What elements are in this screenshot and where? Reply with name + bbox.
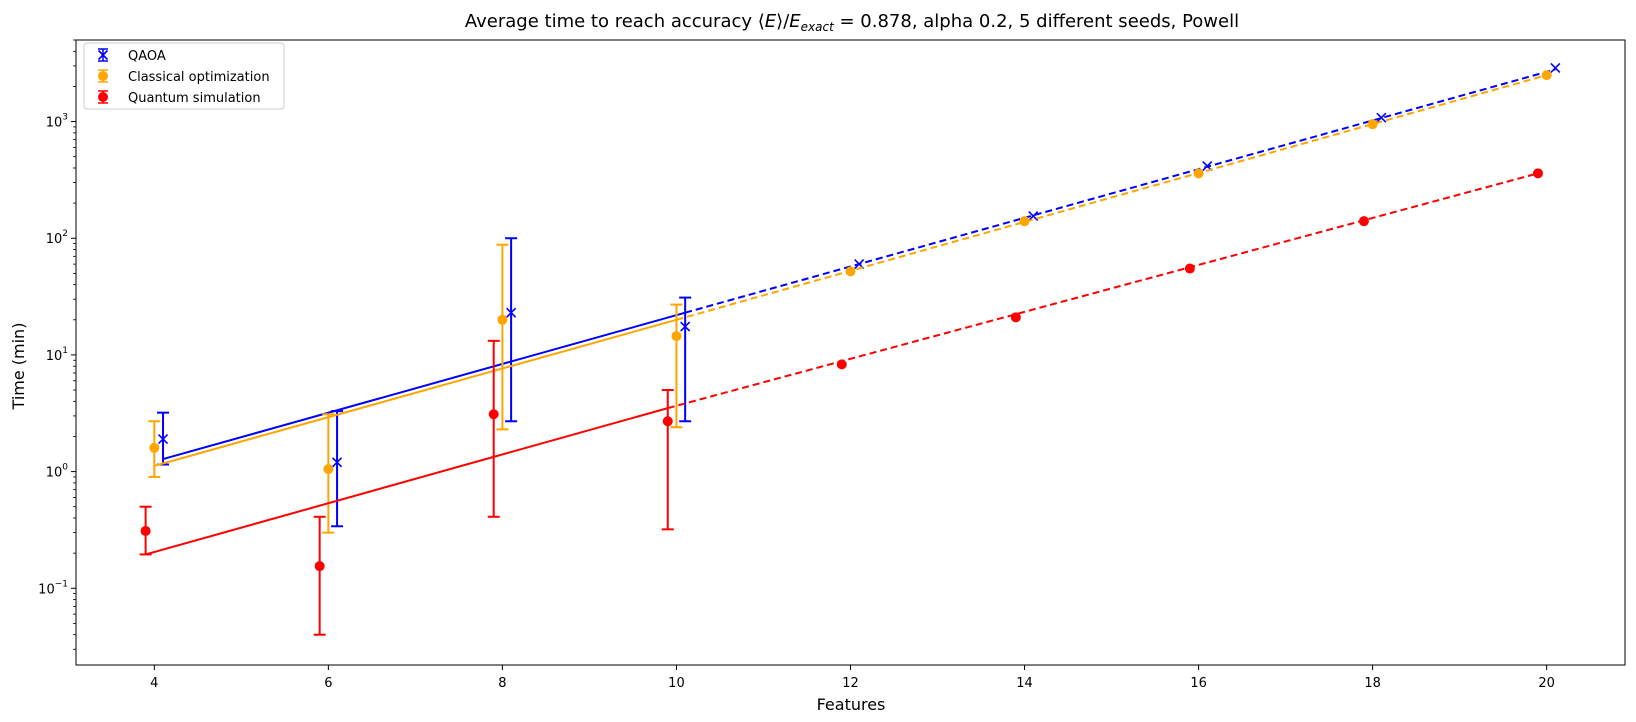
legend: QAOA Classical optimization Quantum simula… [83, 42, 285, 110]
y-axis-label: Time (min) [9, 323, 28, 411]
y-tick-label-base: 10 [46, 232, 63, 247]
y-tick-label-base: 10 [46, 116, 63, 131]
x-tick-label: 12 [842, 676, 859, 691]
y-tick-label-exponent: 0 [62, 463, 68, 473]
legend-marker-stroke-b [97, 49, 109, 61]
chart-title: Average time to reach accuracy ⟨E⟩/Eexac… [465, 11, 1239, 34]
qaoa-extrapolated-point-stroke-b [854, 259, 865, 270]
y-tick-label-base: 10 [46, 466, 63, 481]
y-tick-label-exponent: −1 [55, 579, 68, 589]
qaoa-extrapolated-point-stroke-b [1202, 161, 1213, 172]
x-tick-label: 14 [1016, 676, 1033, 691]
y-tick-label: 103 [46, 113, 68, 131]
chart-title-rangle: ⟩/ [776, 11, 790, 32]
classical-optimization-data-point [323, 464, 334, 475]
quantum-simulation-extrapolated-point [1532, 168, 1543, 179]
qaoa-data-point-stroke-b [680, 321, 691, 332]
quantum-simulation-fit-line [145, 407, 669, 556]
quantum-simulation-extrapolated-point [1184, 263, 1195, 274]
chart-title-suffix: = 0.878, alpha 0.2, 5 different seeds, P… [834, 11, 1239, 32]
qaoa-data-point [157, 434, 169, 445]
axes-frame [75, 39, 1626, 666]
x-tick-label: 8 [498, 676, 506, 691]
qaoa-data-point-stroke-b [157, 434, 169, 445]
legend-label: Quantum simulation [128, 91, 261, 106]
y-tick-label-exponent: 2 [62, 229, 68, 239]
x-tick-label: 18 [1364, 676, 1381, 691]
qaoa-fit-line [162, 311, 686, 461]
chart-title-prefix: Average time to reach accuracy [465, 11, 758, 32]
chart-title-subscript: exact [801, 20, 835, 34]
chart-title-E: E [765, 11, 777, 32]
qaoa-extrapolation-line [684, 68, 1556, 314]
legend-marker [98, 92, 108, 102]
qaoa-extrapolated-point [1028, 210, 1039, 222]
y-tick-label: 101 [46, 346, 68, 364]
chart-title-E2: E [789, 11, 801, 32]
x-tick-label: 4 [150, 676, 158, 691]
qaoa-data-point [506, 307, 517, 318]
y-tick-label-base: 10 [46, 349, 63, 364]
y-tick-label: 100 [46, 463, 69, 481]
legend-label: QAOA [128, 49, 166, 64]
x-tick-label: 16 [1190, 676, 1207, 691]
x-tick-label: 6 [324, 676, 332, 691]
legend-marker [98, 71, 108, 81]
classical-optimization-extrapolated-point [1193, 168, 1204, 179]
quantum-simulation-data-point [488, 409, 499, 420]
legend-label: Classical optimization [128, 70, 270, 85]
legend-marker [97, 49, 109, 61]
x-tick-label: 20 [1538, 676, 1555, 691]
classical-optimization-extrapolated-point [1541, 70, 1552, 81]
legend-entry-qaoa: QAOA [97, 48, 166, 64]
classical-optimization-data-point [497, 314, 508, 325]
y-tick-label-exponent: 1 [62, 346, 68, 356]
qaoa-extrapolated-point [1376, 112, 1387, 123]
chart-title-langle: ⟨ [758, 11, 765, 32]
classical-optimization-extrapolated-point [1367, 119, 1378, 130]
qaoa-extrapolated-point-stroke-b [1028, 210, 1039, 222]
qaoa-data-point [332, 457, 343, 468]
y-tick-label-exponent: 3 [62, 113, 68, 123]
classical-optimization-data-point [671, 331, 682, 342]
classical-optimization-data-point [149, 442, 160, 453]
classical-optimization-extrapolated-point [1019, 216, 1030, 227]
y-tick-label-base: 10 [38, 582, 55, 597]
y-tick-label: 10−1 [38, 579, 68, 597]
quantum-simulation-extrapolated-point [1358, 216, 1369, 227]
qaoa-data-point [680, 321, 691, 332]
classical-optimization-fit-line [154, 318, 677, 467]
qaoa-extrapolated-point [1550, 62, 1561, 74]
quantum-simulation-extrapolated-point [1010, 312, 1021, 323]
classical-optimization-extrapolation-line [676, 74, 1547, 321]
qaoa-extrapolated-point-stroke-b [1376, 112, 1387, 123]
qaoa-extrapolated-point-stroke-b [1550, 62, 1561, 74]
qaoa-data-point-stroke-b [332, 457, 343, 468]
classical-optimization-extrapolated-point [845, 266, 856, 277]
plot-layer [139, 62, 1561, 636]
quantum-simulation-data-point [662, 416, 673, 427]
legend-entry-classical-optimization: Classical optimization [98, 69, 270, 85]
x-axis-label: Features [817, 695, 886, 714]
quantum-simulation-extrapolated-point [836, 359, 847, 370]
quantum-simulation-data-point [140, 525, 151, 536]
quantum-simulation-extrapolation-line [667, 172, 1539, 410]
quantum-simulation-data-point [314, 561, 325, 572]
legend-entry-quantum-simulation: Quantum simulation [98, 90, 261, 106]
legend-box [83, 42, 285, 110]
x-tick-label: 10 [668, 676, 685, 691]
qaoa-data-point-stroke-b [506, 307, 517, 318]
y-tick-label: 102 [46, 229, 68, 247]
